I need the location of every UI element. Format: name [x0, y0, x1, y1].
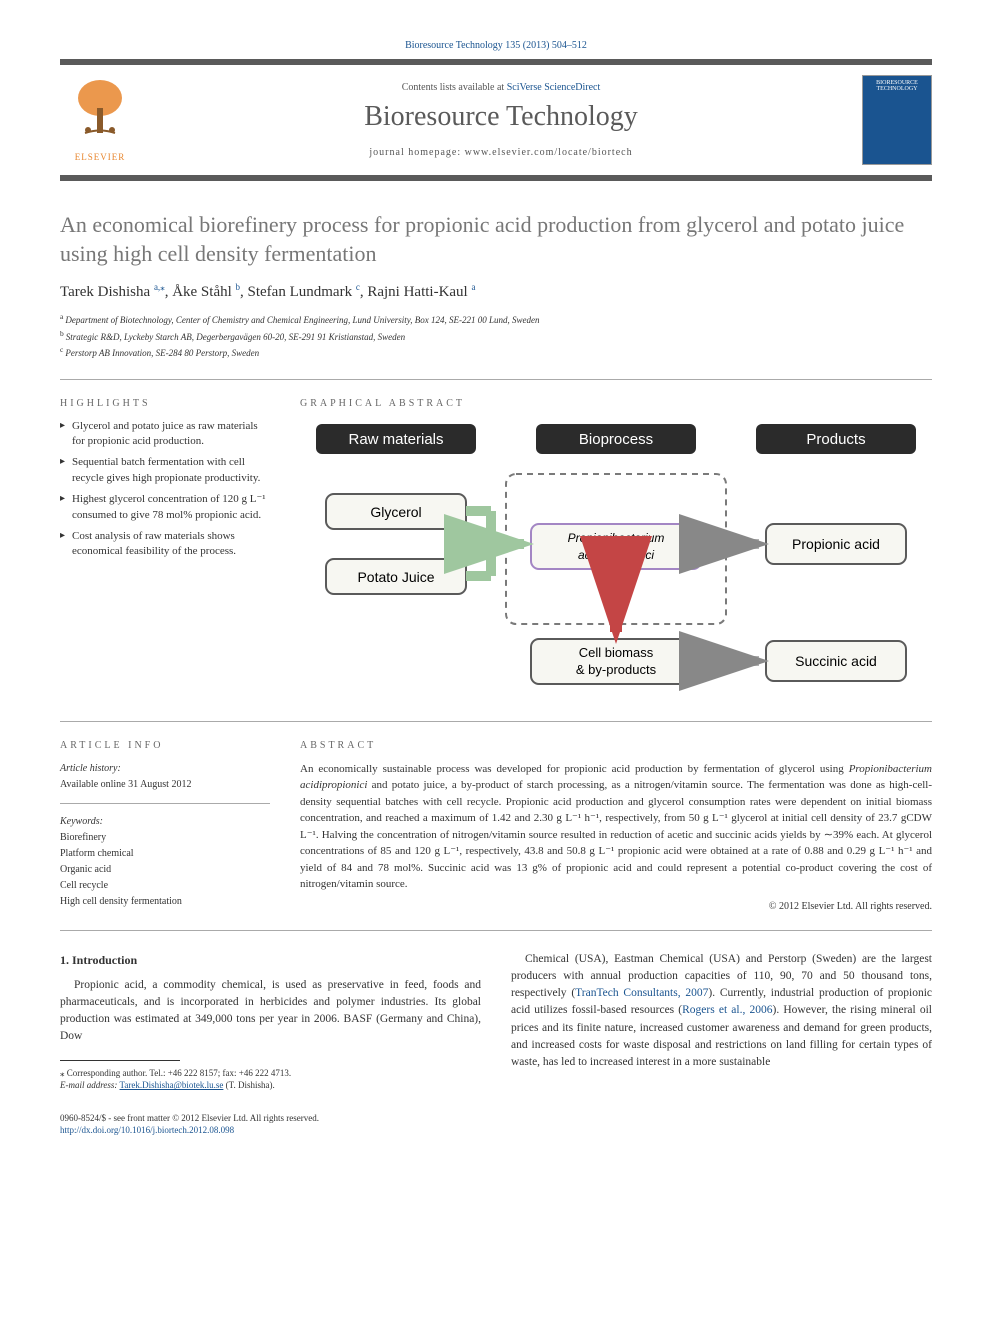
intro-para-2: Chemical (USA), Eastman Chemical (USA) a…: [511, 951, 932, 1072]
ga-node-potato: Potato Juice: [357, 569, 434, 585]
citation-line: Bioresource Technology 135 (2013) 504–51…: [60, 40, 932, 51]
affiliation-line: bStrategic R&D, Lyckeby Starch AB, Deger…: [60, 328, 932, 345]
ga-node-glycerol: Glycerol: [370, 504, 421, 520]
highlights-list: Glycerol and potato juice as raw materia…: [60, 419, 270, 560]
graphical-abstract: Raw materials Bioprocess Products Glycer…: [300, 419, 932, 703]
highlight-item: Glycerol and potato juice as raw materia…: [60, 419, 270, 450]
article-info-column: ARTICLE INFO Article history: Available …: [60, 740, 270, 912]
article-history-value: Available online 31 August 2012: [60, 777, 270, 793]
homepage-prefix: journal homepage:: [369, 147, 464, 158]
affiliation-line: aDepartment of Biotechnology, Center of …: [60, 311, 932, 328]
section-title: Introduction: [72, 953, 137, 967]
body-two-column: 1. Introduction Propionic acid, a commod…: [60, 951, 932, 1137]
graphical-abstract-svg: Raw materials Bioprocess Products Glycer…: [300, 419, 932, 699]
divider: [60, 721, 932, 722]
section-number: 1.: [60, 953, 69, 967]
sciencedirect-link[interactable]: SciVerse ScienceDirect: [507, 82, 601, 93]
cover-thumb-title: BIORESOURCE TECHNOLOGY: [863, 76, 931, 96]
body-text: 1. Introduction Propionic acid, a commod…: [60, 951, 481, 1137]
affiliation-line: cPerstorp AB Innovation, SE-284 80 Perst…: [60, 344, 932, 361]
email-label: E-mail address:: [60, 1080, 117, 1090]
ga-node-succinic: Succinic acid: [795, 653, 877, 669]
graphical-abstract-column: GRAPHICAL ABSTRACT Raw materials Bioproc…: [300, 398, 932, 703]
article-history-label: Article history:: [60, 761, 270, 777]
keyword-item: Platform chemical: [60, 846, 270, 862]
ga-header-raw: Raw materials: [348, 431, 443, 448]
abstract-text: An economically sustainable process was …: [300, 761, 932, 893]
info-abstract-row: ARTICLE INFO Article history: Available …: [60, 740, 932, 912]
ref-link-trantech[interactable]: TranTech Consultants, 2007: [575, 987, 708, 999]
abstract-column: ABSTRACT An economically sustainable pro…: [300, 740, 932, 912]
contents-prefix: Contents lists available at: [402, 82, 507, 93]
issn-line: 0960-8524/$ - see front matter © 2012 El…: [60, 1112, 481, 1125]
highlights-label: HIGHLIGHTS: [60, 398, 270, 409]
highlight-item: Highest glycerol concentration of 120 g …: [60, 492, 270, 523]
doi-link[interactable]: http://dx.doi.org/10.1016/j.biortech.201…: [60, 1125, 234, 1135]
email-line: E-mail address: Tarek.Dishisha@biotek.lu…: [60, 1079, 481, 1092]
ga-header-bio: Bioprocess: [579, 431, 653, 448]
divider: [60, 930, 932, 931]
keyword-item: Organic acid: [60, 862, 270, 878]
keywords-label: Keywords:: [60, 814, 270, 830]
page-container: Bioresource Technology 135 (2013) 504–51…: [0, 0, 992, 1177]
homepage-url: www.elsevier.com/locate/biortech: [465, 147, 633, 158]
ga-header-prod: Products: [806, 431, 865, 448]
corresponding-email-link[interactable]: Tarek.Dishisha@biotek.lu.se: [120, 1080, 224, 1090]
highlights-graphical-row: HIGHLIGHTS Glycerol and potato juice as …: [60, 398, 932, 703]
section-1-heading: 1. Introduction: [60, 951, 481, 969]
elsevier-tree-icon: [70, 78, 130, 148]
keyword-item: High cell density fermentation: [60, 894, 270, 910]
ga-node-organism-l1: Propionibacterium: [568, 531, 665, 545]
highlights-column: HIGHLIGHTS Glycerol and potato juice as …: [60, 398, 270, 703]
authors-line: Tarek Dishisha a,⁎, Åke Ståhl b, Stefan …: [60, 282, 932, 301]
copyright-line: © 2012 Elsevier Ltd. All rights reserved…: [300, 901, 932, 912]
intro-para-1: Propionic acid, a commodity chemical, is…: [60, 977, 481, 1046]
article-info-label: ARTICLE INFO: [60, 740, 270, 751]
ga-node-biomass-l2: & by-products: [576, 662, 657, 677]
contents-available-line: Contents lists available at SciVerse Sci…: [160, 82, 842, 93]
journal-header: ELSEVIER Contents lists available at Sci…: [60, 59, 932, 181]
publisher-logo: ELSEVIER: [60, 78, 140, 162]
ref-link-rogers[interactable]: Rogers et al., 2006: [682, 1004, 772, 1016]
journal-homepage-line: journal homepage: www.elsevier.com/locat…: [160, 147, 842, 158]
footnotes-block: ⁎ Corresponding author. Tel.: +46 222 81…: [60, 1067, 481, 1092]
keyword-item: Biorefinery: [60, 830, 270, 846]
body-text-col2: Chemical (USA), Eastman Chemical (USA) a…: [511, 951, 932, 1072]
ga-node-propionic: Propionic acid: [792, 536, 880, 552]
journal-name: Bioresource Technology: [160, 101, 842, 133]
header-center: Contents lists available at SciVerse Sci…: [160, 82, 842, 158]
ga-node-organism-l2: acidipropionici: [578, 548, 654, 562]
graphical-abstract-label: GRAPHICAL ABSTRACT: [300, 398, 932, 409]
ga-node-biomass-l1: Cell biomass: [579, 645, 654, 660]
abstract-label: ABSTRACT: [300, 740, 932, 751]
footer-block: 0960-8524/$ - see front matter © 2012 El…: [60, 1112, 481, 1137]
footnote-separator: [60, 1060, 180, 1061]
publisher-name: ELSEVIER: [60, 152, 140, 162]
divider: [60, 379, 932, 380]
email-suffix: (T. Dishisha).: [226, 1080, 275, 1090]
highlight-item: Sequential batch fermentation with cell …: [60, 455, 270, 486]
corresponding-author-note: ⁎ Corresponding author. Tel.: +46 222 81…: [60, 1067, 481, 1080]
keywords-list: BiorefineryPlatform chemicalOrganic acid…: [60, 830, 270, 910]
article-info-block: Article history: Available online 31 Aug…: [60, 761, 270, 910]
highlight-item: Cost analysis of raw materials shows eco…: [60, 529, 270, 560]
divider: [60, 803, 270, 804]
article-title: An economical biorefinery process for pr…: [60, 211, 932, 268]
affiliations-block: aDepartment of Biotechnology, Center of …: [60, 311, 932, 361]
journal-cover-thumbnail: BIORESOURCE TECHNOLOGY: [862, 75, 932, 165]
keyword-item: Cell recycle: [60, 878, 270, 894]
